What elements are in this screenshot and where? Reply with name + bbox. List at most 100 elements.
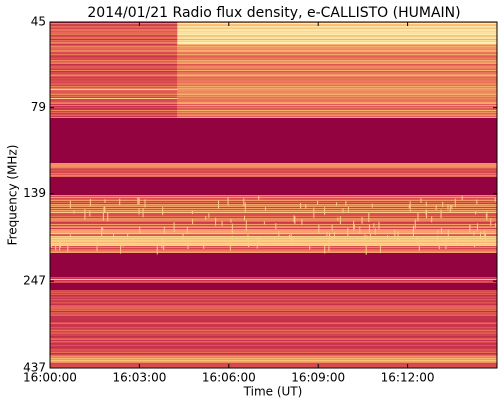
spectrogram-row: [50, 75, 178, 76]
spectrogram-row: [50, 317, 497, 318]
spectrogram-row: [50, 67, 178, 68]
spectrogram-row: [50, 39, 178, 40]
spectrogram-row: [50, 193, 497, 194]
spectrogram-speck: [292, 236, 294, 244]
spectrogram-row: [50, 217, 497, 218]
spectrogram-row: [50, 302, 497, 303]
spectrogram-row: [177, 60, 497, 61]
spectrogram-row: [50, 366, 497, 367]
spectrogram-row: [177, 46, 497, 47]
spectrogram-row: [50, 78, 178, 79]
spectrogram-row: [50, 265, 497, 266]
spectrogram-row: [50, 178, 497, 179]
spectrogram-speck: [305, 204, 307, 209]
spectrogram-row: [177, 30, 497, 31]
spectrogram-row: [177, 61, 497, 62]
spectrogram-row: [177, 80, 497, 81]
spectrogram-row: [177, 65, 497, 66]
spectrogram-row: [50, 31, 178, 32]
spectrogram-speck: [104, 199, 106, 203]
spectrogram-row: [177, 72, 497, 73]
spectrogram-row: [50, 345, 497, 346]
spectrogram-speck: [218, 200, 220, 209]
spectrogram-row: [177, 109, 497, 110]
spectrogram-row: [50, 239, 497, 240]
spectrogram-row: [50, 97, 178, 98]
spectrogram-speck: [247, 234, 249, 244]
spectrogram-speck: [399, 238, 401, 242]
spectrogram-row: [50, 326, 497, 327]
spectrogram-row: [50, 98, 178, 99]
spectrogram-row: [50, 26, 178, 27]
spectrogram-speck: [379, 243, 381, 254]
spectrogram-row: [177, 78, 497, 79]
spectrogram-row: [50, 187, 497, 188]
spectrogram-speck: [365, 245, 367, 255]
spectrogram-speck: [359, 230, 361, 234]
spectrogram-row: [50, 130, 497, 131]
spectrogram-speck: [469, 224, 471, 233]
spectrogram-row: [50, 260, 497, 261]
spectrogram-row: [177, 85, 497, 86]
spectrogram-row: [177, 58, 497, 59]
spectrogram-row: [50, 360, 497, 361]
spectrogram-speck: [328, 240, 330, 252]
spectrogram-row: [50, 92, 178, 93]
spectrogram-row: [50, 197, 497, 198]
spectrogram-row: [50, 350, 497, 351]
spectrogram-row: [50, 264, 497, 265]
spectrogram-row: [50, 80, 178, 81]
spectrogram-speck: [163, 240, 165, 251]
spectrogram-row: [50, 56, 178, 57]
spectrogram-row: [50, 134, 497, 135]
spectrogram-row: [50, 291, 497, 292]
spectrogram-row: [50, 165, 497, 166]
spectrogram-row: [50, 168, 497, 169]
spectrogram-row: [50, 89, 178, 90]
spectrogram-row: [50, 331, 497, 332]
spectrogram-row: [50, 246, 497, 247]
spectrogram-speck: [122, 238, 124, 247]
spectrogram-row: [50, 59, 178, 60]
spectrogram-speck: [333, 231, 335, 239]
spectrogram-row: [50, 270, 497, 271]
spectrogram-row: [177, 82, 497, 83]
spectrogram-row: [50, 354, 497, 355]
spectrogram-row: [177, 81, 497, 82]
spectrogram-row: [50, 226, 497, 227]
spectrogram-row: [50, 256, 497, 257]
spectrogram-row: [50, 364, 497, 365]
spectrogram-row: [50, 234, 497, 235]
spectrogram-row: [50, 87, 178, 88]
spectrogram-row: [50, 24, 178, 25]
spectrogram-speck: [339, 216, 341, 225]
spectrogram-speck: [416, 236, 418, 246]
spectrogram-row: [177, 56, 497, 57]
spectrogram-row: [50, 230, 497, 231]
spectrogram-row: [50, 88, 178, 89]
spectrogram-row: [50, 294, 497, 295]
spectrogram-row: [177, 87, 497, 88]
spectrogram-row: [50, 296, 497, 297]
spectrogram-row: [50, 141, 497, 142]
spectrogram-row: [50, 330, 497, 331]
spectrogram-row: [177, 39, 497, 40]
spectrogram-row: [50, 272, 497, 273]
spectrogram-row: [50, 200, 497, 201]
spectrogram-row: [50, 177, 497, 178]
spectrogram-speck: [373, 223, 375, 229]
x-tick-label: 16:06:00: [202, 371, 256, 385]
spectrogram-row: [177, 92, 497, 93]
spectrogram-row: [50, 222, 497, 223]
spectrogram-speck: [480, 231, 482, 240]
spectrogram-speck: [420, 198, 422, 203]
spectrogram-row: [50, 30, 178, 31]
spectrogram-row: [50, 206, 497, 207]
spectrogram-speck: [263, 221, 265, 225]
spectrogram-speck: [275, 223, 277, 230]
spectrogram-speck: [368, 212, 370, 223]
spectrogram-row: [50, 194, 497, 195]
spectrogram-row: [50, 295, 497, 296]
spectrogram-row: [50, 327, 497, 328]
spectrogram-row: [50, 259, 497, 260]
